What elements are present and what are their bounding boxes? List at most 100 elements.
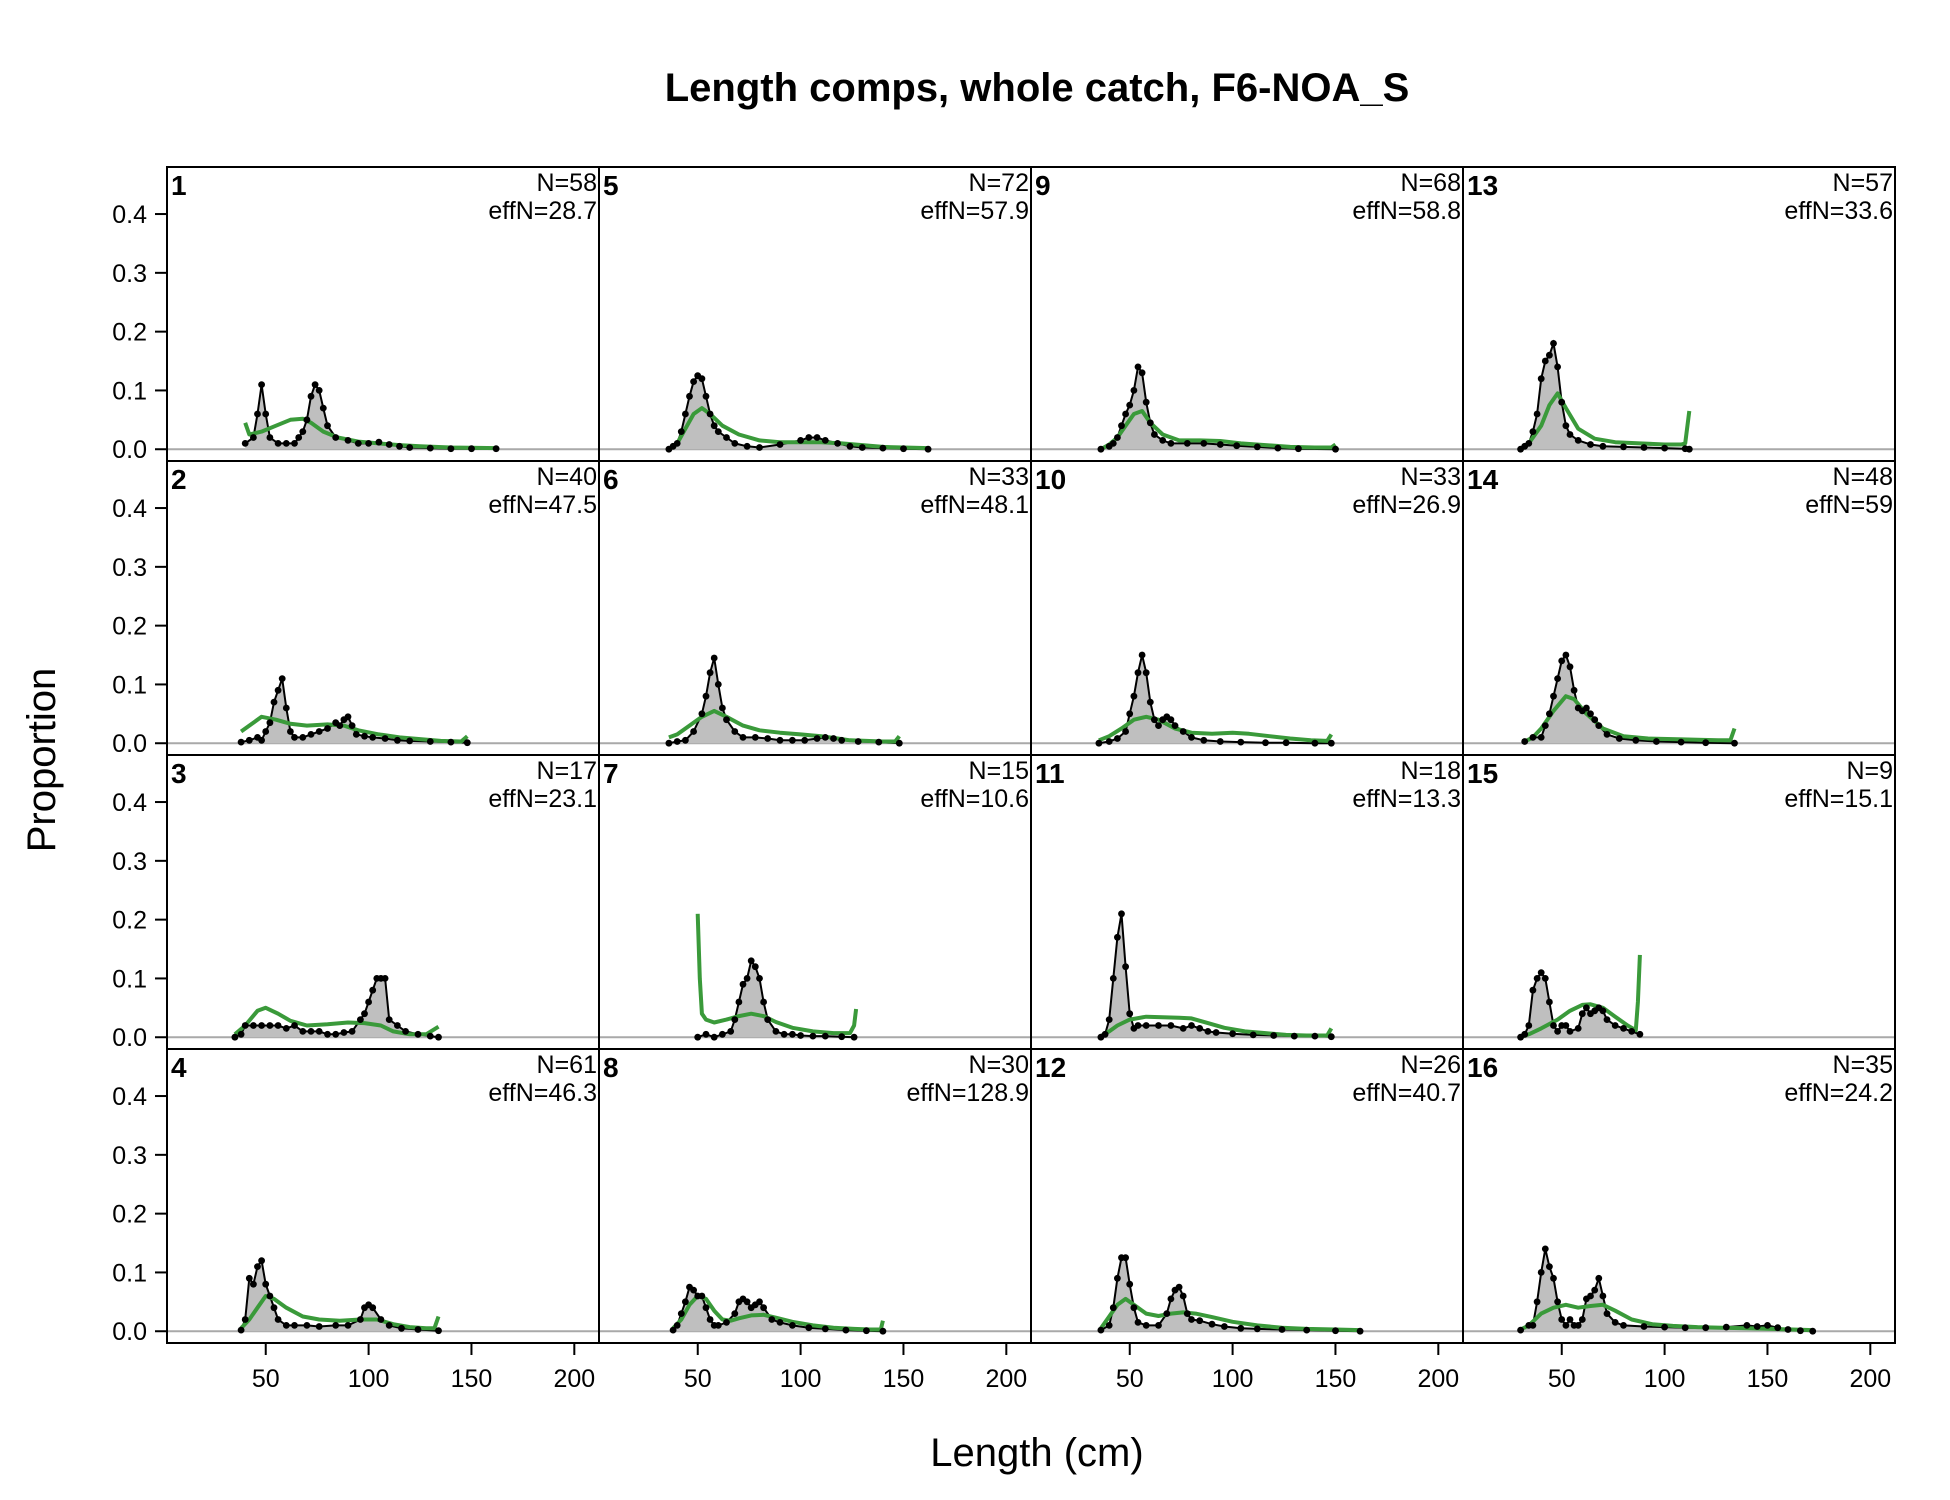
- observed-point: [426, 444, 434, 452]
- observed-point: [1122, 963, 1129, 971]
- observed-point: [315, 1028, 323, 1035]
- observed-point: [1541, 722, 1549, 729]
- observed-point: [743, 1298, 751, 1306]
- observed-point: [385, 1016, 393, 1023]
- y-tick-label: 0.2: [112, 319, 147, 347]
- panel-label: 1: [171, 170, 187, 201]
- observed-point: [1591, 716, 1599, 724]
- y-tick-label: 0.2: [112, 1201, 147, 1229]
- observed-point: [821, 1032, 829, 1040]
- observed-point: [1188, 734, 1195, 741]
- observed-point: [1603, 731, 1611, 738]
- observed-point: [686, 392, 693, 400]
- observed-point: [756, 444, 763, 451]
- observed-point: [1332, 445, 1339, 453]
- observed-point: [1122, 728, 1129, 735]
- observed-point: [1620, 1322, 1627, 1329]
- observed-point: [1554, 675, 1561, 682]
- observed-point: [858, 444, 866, 451]
- n-label: N=9: [1846, 757, 1893, 785]
- observed-point: [1562, 651, 1570, 659]
- observed-point: [357, 1016, 364, 1023]
- expected-line: [695, 913, 859, 1036]
- observed-point: [1200, 440, 1208, 447]
- observed-point: [282, 440, 290, 447]
- observed-point: [361, 1010, 368, 1018]
- observed-point: [1134, 1022, 1142, 1029]
- observed-point: [1212, 1029, 1220, 1036]
- observed-point: [1155, 1322, 1162, 1329]
- observed-point: [237, 738, 245, 746]
- observed-point: [1603, 1016, 1611, 1023]
- observed-point: [854, 738, 862, 745]
- observed-point: [1130, 387, 1138, 394]
- observed-point: [394, 736, 401, 744]
- observed-point: [1558, 398, 1566, 406]
- observed-point: [332, 434, 340, 441]
- observed-point: [694, 1033, 702, 1041]
- observed-point: [299, 734, 307, 741]
- x-tick-label: 150: [883, 1365, 925, 1393]
- n-label: N=68: [1401, 169, 1461, 197]
- observed-point: [332, 1030, 340, 1038]
- observed-point: [1566, 1316, 1574, 1323]
- y-tick-label: 0.0: [112, 436, 147, 464]
- observed-point: [266, 719, 274, 727]
- observed-point: [1249, 1031, 1257, 1039]
- observed-point: [447, 445, 455, 453]
- observed-point: [315, 387, 323, 394]
- observed-point: [797, 1032, 804, 1039]
- observed-point: [1578, 1316, 1586, 1323]
- expected-line: [1519, 1302, 1813, 1333]
- observed-point: [426, 1032, 434, 1040]
- n-label: N=72: [969, 169, 1029, 197]
- effn-label: effN=10.6: [920, 785, 1029, 813]
- observed-point: [1595, 1274, 1603, 1282]
- observed-point: [1126, 401, 1134, 409]
- observed-point: [739, 980, 747, 988]
- observed-point: [846, 442, 854, 450]
- x-tick-label: 200: [1849, 1365, 1891, 1393]
- observed-point: [426, 738, 434, 745]
- effn-label: effN=58.8: [1352, 197, 1461, 225]
- observed-point: [1188, 1316, 1195, 1323]
- observed-point: [1142, 1322, 1150, 1329]
- observed-point: [1574, 1025, 1582, 1032]
- observed-point: [1167, 1022, 1175, 1029]
- n-label: N=58: [537, 169, 597, 197]
- observed-point: [879, 444, 887, 452]
- observed-point: [1109, 975, 1117, 982]
- observed-area: [241, 1260, 439, 1332]
- observed-point: [821, 1325, 829, 1333]
- observed-point: [842, 1326, 850, 1334]
- observed-point: [1118, 422, 1125, 430]
- observed-point: [1311, 739, 1319, 747]
- observed-point: [1114, 1274, 1121, 1282]
- observed-point: [1599, 442, 1607, 450]
- observed-point: [838, 1033, 846, 1041]
- y-tick-label: 0.4: [112, 1083, 147, 1111]
- observed-point: [1587, 441, 1594, 448]
- observed-point: [723, 1319, 730, 1326]
- observed-point: [768, 1316, 776, 1323]
- observed-point: [1126, 1280, 1134, 1288]
- observed-point: [1661, 1323, 1668, 1331]
- observed-point: [414, 1030, 422, 1038]
- observed-point: [710, 422, 718, 430]
- observed-point: [1146, 419, 1154, 427]
- observed-point: [1208, 1320, 1216, 1328]
- observed-point: [270, 1304, 278, 1312]
- observed-point: [1332, 1327, 1339, 1335]
- observed-point: [1743, 1322, 1751, 1329]
- observed-point: [719, 1030, 726, 1038]
- expected-line: [1099, 1296, 1361, 1333]
- observed-point: [1574, 437, 1582, 444]
- observed-point: [1142, 398, 1150, 406]
- y-tick-label: 0.1: [112, 671, 147, 699]
